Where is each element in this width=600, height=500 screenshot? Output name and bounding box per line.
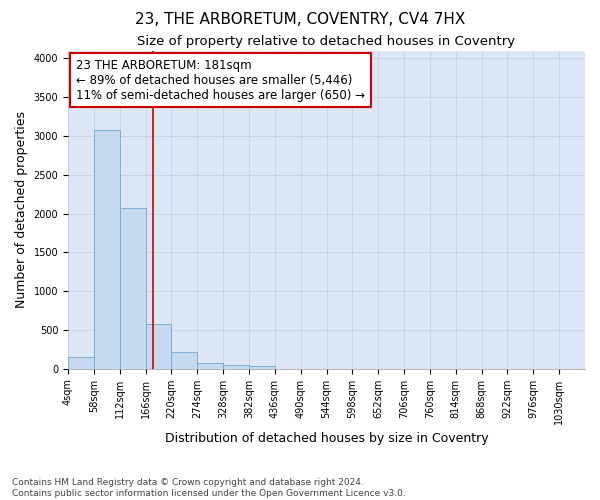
Bar [120,208,146,368]
X-axis label: Distribution of detached houses by size in Coventry: Distribution of detached houses by size … [165,432,488,445]
Bar [223,365,249,368]
Bar [94,130,120,368]
Text: 23 THE ARBORETUM: 181sqm
← 89% of detached houses are smaller (5,446)
11% of sem: 23 THE ARBORETUM: 181sqm ← 89% of detach… [76,58,365,102]
Title: Size of property relative to detached houses in Coventry: Size of property relative to detached ho… [137,35,515,48]
Bar [172,352,197,368]
Bar [146,324,172,368]
Bar [197,364,223,368]
Bar [249,366,275,368]
Text: 23, THE ARBORETUM, COVENTRY, CV4 7HX: 23, THE ARBORETUM, COVENTRY, CV4 7HX [135,12,465,28]
Y-axis label: Number of detached properties: Number of detached properties [15,111,28,308]
Bar [68,357,94,368]
Text: Contains HM Land Registry data © Crown copyright and database right 2024.
Contai: Contains HM Land Registry data © Crown c… [12,478,406,498]
